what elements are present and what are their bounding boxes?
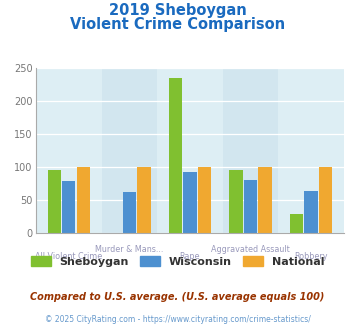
Bar bbox=[244, 180, 257, 233]
Bar bbox=[304, 191, 318, 233]
Bar bbox=[169, 78, 182, 233]
Bar bbox=[62, 181, 76, 233]
Bar bbox=[223, 68, 278, 233]
Text: Compared to U.S. average. (U.S. average equals 100): Compared to U.S. average. (U.S. average … bbox=[30, 292, 325, 302]
Text: 2019 Sheboygan: 2019 Sheboygan bbox=[109, 3, 246, 18]
Bar bbox=[319, 167, 332, 233]
Text: © 2025 CityRating.com - https://www.cityrating.com/crime-statistics/: © 2025 CityRating.com - https://www.city… bbox=[45, 315, 310, 324]
Text: Murder & Mans...: Murder & Mans... bbox=[95, 245, 164, 253]
Bar bbox=[123, 192, 136, 233]
Bar bbox=[102, 68, 157, 233]
Text: Aggravated Assault: Aggravated Assault bbox=[211, 245, 290, 253]
Bar bbox=[77, 167, 90, 233]
Text: Robbery: Robbery bbox=[294, 252, 328, 261]
Bar bbox=[258, 167, 272, 233]
Bar bbox=[137, 167, 151, 233]
Text: Rape: Rape bbox=[180, 252, 200, 261]
Bar bbox=[183, 172, 197, 233]
Bar bbox=[229, 170, 242, 233]
Text: Violent Crime Comparison: Violent Crime Comparison bbox=[70, 17, 285, 32]
Bar bbox=[290, 214, 303, 233]
Bar bbox=[198, 167, 211, 233]
Bar bbox=[48, 170, 61, 233]
Text: All Violent Crime: All Violent Crime bbox=[35, 252, 103, 261]
Legend: Sheboygan, Wisconsin, National: Sheboygan, Wisconsin, National bbox=[31, 256, 324, 267]
